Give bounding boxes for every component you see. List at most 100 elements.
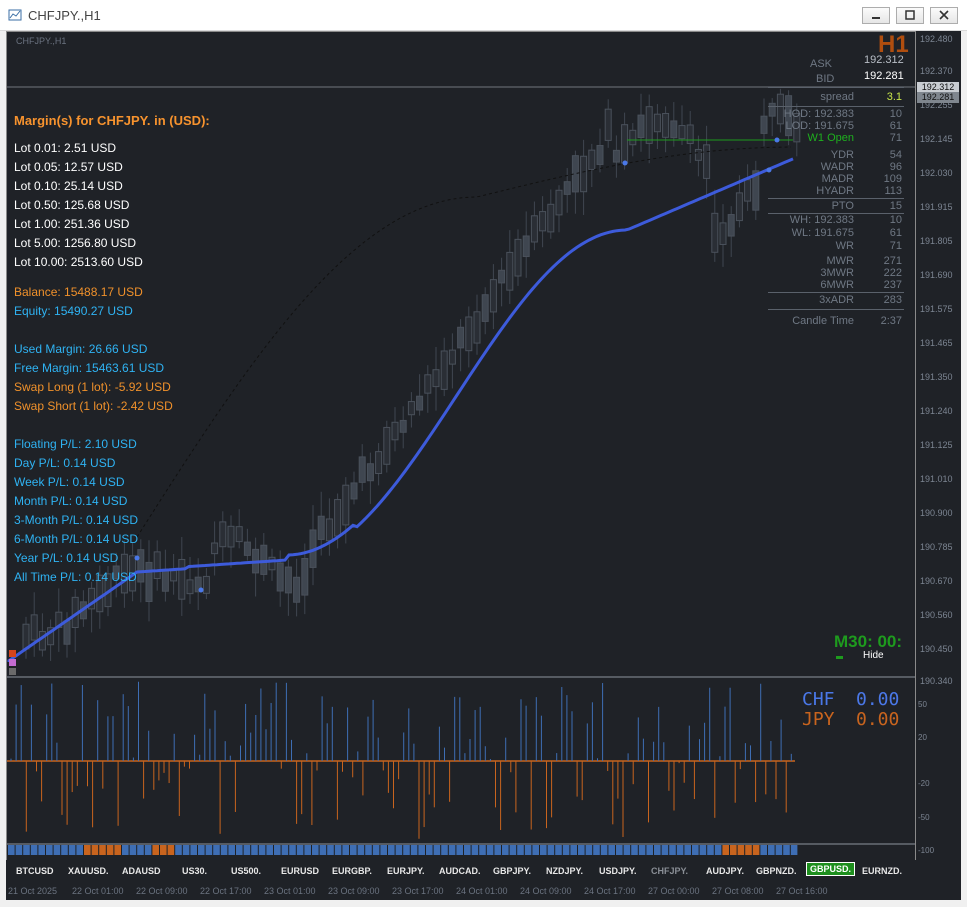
chart-canvas[interactable] xyxy=(6,31,916,900)
timer-bar xyxy=(836,656,843,659)
strength-cell xyxy=(365,845,372,855)
time-tick: 22 Oct 09:00 xyxy=(136,886,188,896)
strength-cell xyxy=(395,845,403,855)
candle-body xyxy=(539,211,547,232)
symbol-button[interactable]: GBPUSD. xyxy=(806,862,856,876)
candle-body xyxy=(785,95,793,137)
pl-line: Month P/L: 0.14 USD xyxy=(14,494,128,508)
candle-body xyxy=(645,106,653,144)
candle-body xyxy=(375,451,383,474)
strength-cell xyxy=(15,845,23,855)
pl-line: Floating P/L: 2.10 USD xyxy=(14,437,137,451)
strength-cell xyxy=(707,845,714,855)
price-tick: 191.915 xyxy=(920,202,953,212)
symbol-button[interactable]: EURNZD. xyxy=(862,866,902,876)
hide-button[interactable]: Hide xyxy=(863,650,884,661)
strength-cell xyxy=(555,845,562,855)
time-tick: 23 Oct 01:00 xyxy=(264,886,316,896)
strength-cell xyxy=(524,845,532,855)
price-tick: 190.900 xyxy=(920,508,953,518)
symbol-button[interactable]: AUDJPY. xyxy=(706,866,745,876)
strength-cell xyxy=(243,845,251,855)
pl-line: 6-Month P/L: 0.14 USD xyxy=(14,532,139,546)
symbol-button[interactable]: US30. xyxy=(182,866,208,876)
strength-cell xyxy=(68,845,76,855)
lot-margin-line: Lot 0.50: 125.68 USD xyxy=(14,198,130,212)
candle-body xyxy=(301,557,309,596)
strength-cell xyxy=(692,845,699,855)
strength-cell xyxy=(91,845,99,855)
candle-body xyxy=(653,113,661,133)
used-margin: Used Margin: 26.66 USD xyxy=(14,342,148,356)
strength-cell xyxy=(152,845,159,855)
candle-body xyxy=(457,326,465,349)
strength-cell xyxy=(547,845,555,855)
symbol-button[interactable]: XAUUSD. xyxy=(68,866,109,876)
price-tick: 191.805 xyxy=(920,236,953,246)
symbol-button[interactable]: NZDJPY. xyxy=(546,866,584,876)
indicator-tick: -20 xyxy=(918,779,930,788)
symbol-button[interactable]: CHFJPY. xyxy=(651,866,689,876)
pl-line: 3-Month P/L: 0.14 USD xyxy=(14,513,139,527)
price-tick: 192.255 xyxy=(920,100,953,110)
time-tick: 23 Oct 09:00 xyxy=(328,886,380,896)
time-tick: 27 Oct 16:00 xyxy=(776,886,828,896)
time-axis xyxy=(6,882,961,900)
symbol-button[interactable]: EURGBP. xyxy=(332,866,372,876)
candle-body xyxy=(424,374,432,394)
candle-body xyxy=(227,525,235,548)
candle-body xyxy=(30,614,38,641)
candle-body xyxy=(596,144,604,165)
candle-body xyxy=(358,456,366,483)
ask-value: 192.312 xyxy=(864,54,904,66)
time-tick: 22 Oct 01:00 xyxy=(72,886,124,896)
separator xyxy=(768,106,904,107)
strength-cell xyxy=(426,845,433,855)
bid-label: BID xyxy=(816,73,835,85)
strength-cell xyxy=(266,845,273,855)
candle-body xyxy=(88,587,96,610)
symbol-button[interactable]: ADAUSD xyxy=(122,866,161,876)
chf-value: 0.00 xyxy=(856,689,900,710)
candle-body xyxy=(383,426,391,465)
candle-body xyxy=(514,238,522,277)
candle-body xyxy=(629,129,637,146)
symbol-button[interactable]: AUDCAD. xyxy=(439,866,481,876)
time-tick: 24 Oct 09:00 xyxy=(520,886,572,896)
maximize-button[interactable] xyxy=(896,7,924,24)
strength-cell xyxy=(752,845,760,855)
strength-cell xyxy=(441,845,448,855)
strength-cell xyxy=(289,845,296,855)
strength-cell xyxy=(213,845,220,855)
minimize-button[interactable] xyxy=(862,7,890,24)
candle-body xyxy=(637,114,645,138)
window-title: CHFJPY.,H1 xyxy=(28,8,101,23)
price-tick: 191.240 xyxy=(920,406,953,416)
candle-body xyxy=(440,350,448,390)
symbol-button[interactable]: GBPJPY. xyxy=(493,866,532,876)
signal-dot xyxy=(134,555,140,561)
strength-cell xyxy=(456,845,463,855)
strength-cell xyxy=(775,845,783,855)
candle-body xyxy=(219,521,227,548)
pl-line: Week P/L: 0.14 USD xyxy=(14,475,125,489)
symbol-button[interactable]: EURUSD xyxy=(281,866,320,876)
symbol-button[interactable]: USDJPY. xyxy=(599,866,637,876)
symbol-button[interactable]: GBPNZD. xyxy=(756,866,797,876)
strength-cell xyxy=(646,845,653,855)
separator xyxy=(768,198,904,199)
symbol-button[interactable]: BTCUSD xyxy=(16,866,54,876)
lot-margin-line: Lot 1.00: 251.36 USD xyxy=(14,217,130,231)
candle-body xyxy=(350,482,358,500)
strength-cell xyxy=(631,845,638,855)
close-button[interactable] xyxy=(930,7,958,24)
price-scale[interactable] xyxy=(916,31,961,883)
balance: Balance: 15488.17 USD xyxy=(14,285,143,299)
symbol-button[interactable]: EURJPY. xyxy=(387,866,425,876)
strength-cell xyxy=(160,845,167,855)
candle-body xyxy=(694,148,702,161)
symbol-button[interactable]: US500. xyxy=(231,866,262,876)
equity: Equity: 15490.27 USD xyxy=(14,304,133,318)
strength-cell xyxy=(654,845,661,855)
strength-cell xyxy=(608,845,615,855)
